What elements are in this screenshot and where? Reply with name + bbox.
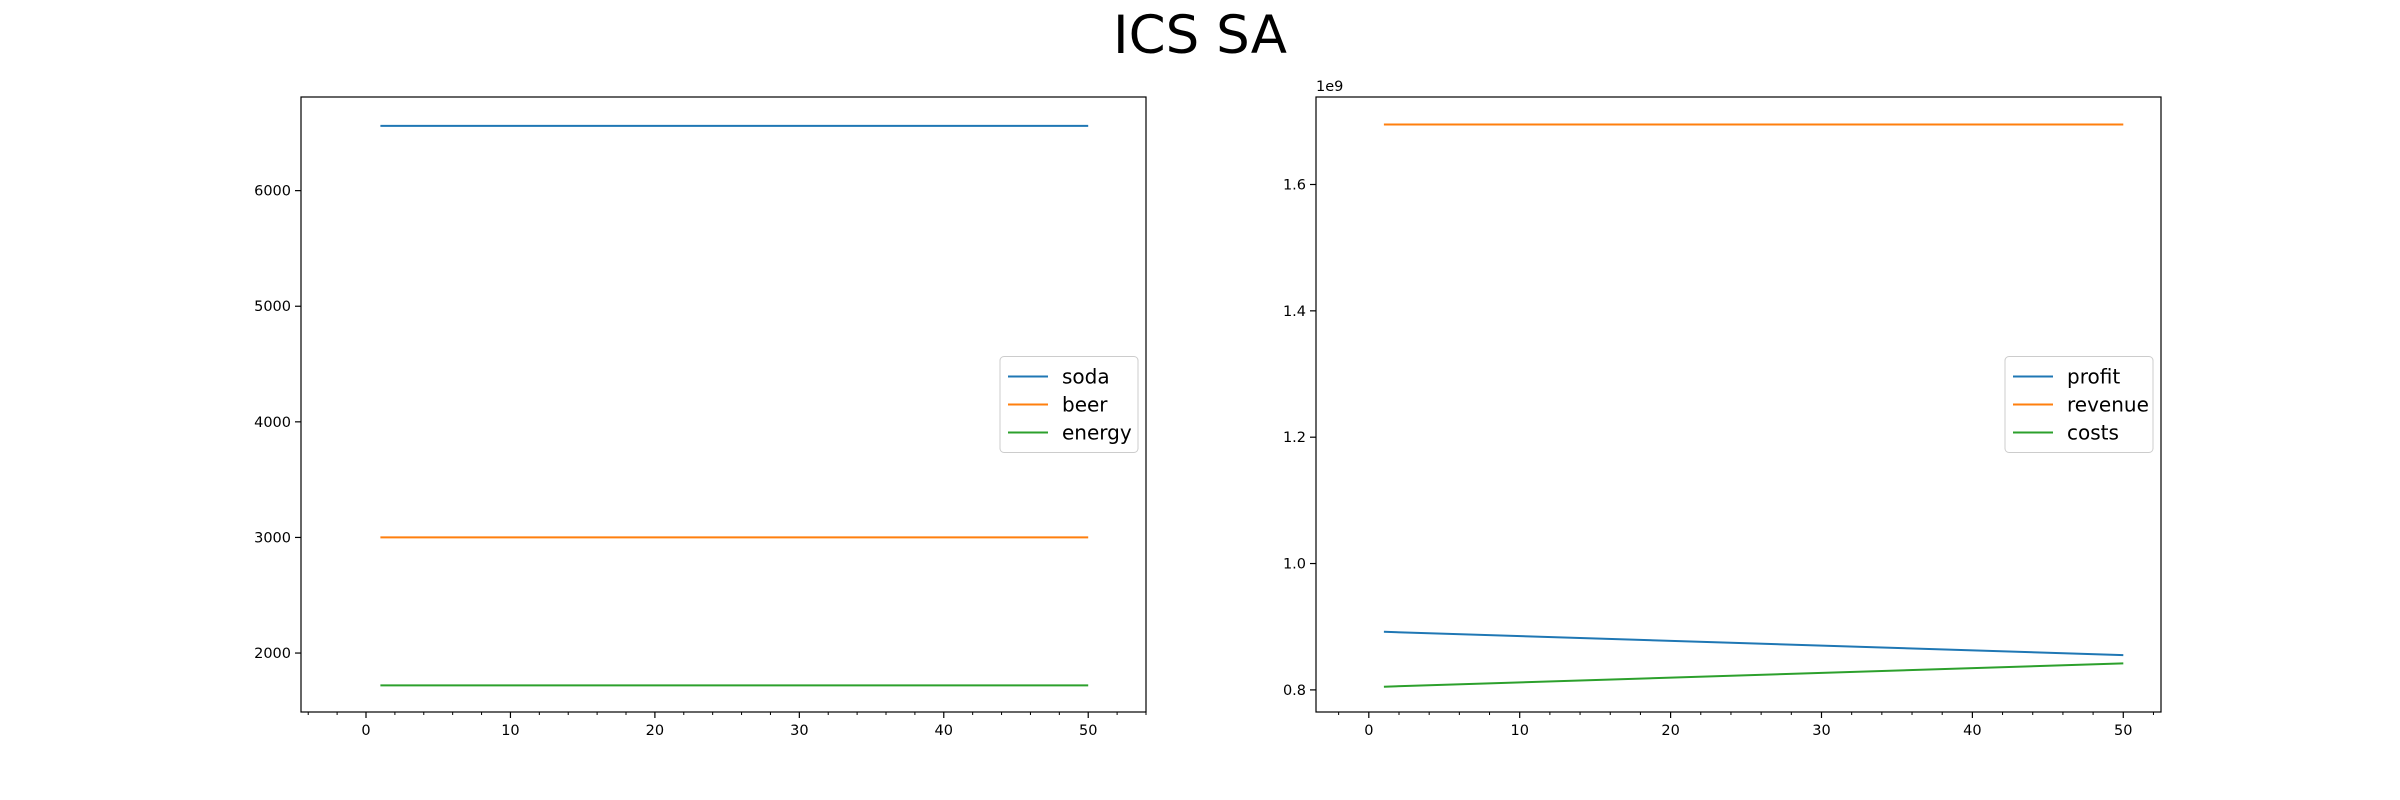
legend-label-costs: costs <box>2067 421 2119 445</box>
y-tick-label: 1.2 <box>1283 430 1306 446</box>
legend-label-soda: soda <box>1062 365 1110 389</box>
series-line-costs <box>1383 662 2124 688</box>
y-tick-label: 5000 <box>254 299 291 315</box>
y-tick-label: 1.6 <box>1283 177 1306 193</box>
y-tick-label: 0.8 <box>1283 683 1306 699</box>
axes-frame <box>1315 96 2162 713</box>
x-tick-label: 40 <box>1963 723 1981 739</box>
y-tick-label: 4000 <box>254 415 291 431</box>
x-tick-label: 10 <box>1510 723 1528 739</box>
y-tick-label: 2000 <box>254 646 291 662</box>
subplot-2: 0 10 20 30 40 50 0.8 1.0 1.2 1.4 1.6 1e9 profit reven… <box>1283 79 2162 739</box>
figure-title: ICS SA <box>1112 5 1287 66</box>
x-tick-label: 50 <box>1079 723 1097 739</box>
legend-label-profit: profit <box>2067 365 2120 389</box>
legend-label-revenue: revenue <box>2067 393 2149 417</box>
legend-label-beer: beer <box>1062 393 1108 417</box>
x-tick-label: 20 <box>646 723 664 739</box>
legend-label-energy: energy <box>1062 421 1132 445</box>
y-tick-label: 1.4 <box>1283 304 1306 320</box>
legend-box <box>999 356 1139 453</box>
axes-frame <box>300 96 1147 713</box>
legend: profit revenue costs <box>2004 356 2154 453</box>
legend-box <box>2004 356 2154 453</box>
y-tick-label: 1.0 <box>1283 557 1306 573</box>
x-tick-label: 0 <box>361 723 370 739</box>
y-tick-label: 3000 <box>254 530 291 546</box>
x-tick-label: 30 <box>1812 723 1830 739</box>
x-tick-label: 50 <box>2114 723 2132 739</box>
x-tick-label: 10 <box>501 723 519 739</box>
x-tick-label: 20 <box>1661 723 1679 739</box>
x-tick-label: 40 <box>935 723 953 739</box>
x-tick-label: 30 <box>790 723 808 739</box>
y-offset-label: 1e9 <box>1316 79 1343 95</box>
legend: soda beer energy <box>999 356 1139 453</box>
x-tick-label: 0 <box>1364 723 1373 739</box>
y-tick-label: 6000 <box>254 184 291 200</box>
series-line-profit <box>1383 630 2124 657</box>
subplot-1: 0 10 20 30 40 50 2000 3000 4000 5000 6000 soda beer e… <box>254 96 1147 739</box>
